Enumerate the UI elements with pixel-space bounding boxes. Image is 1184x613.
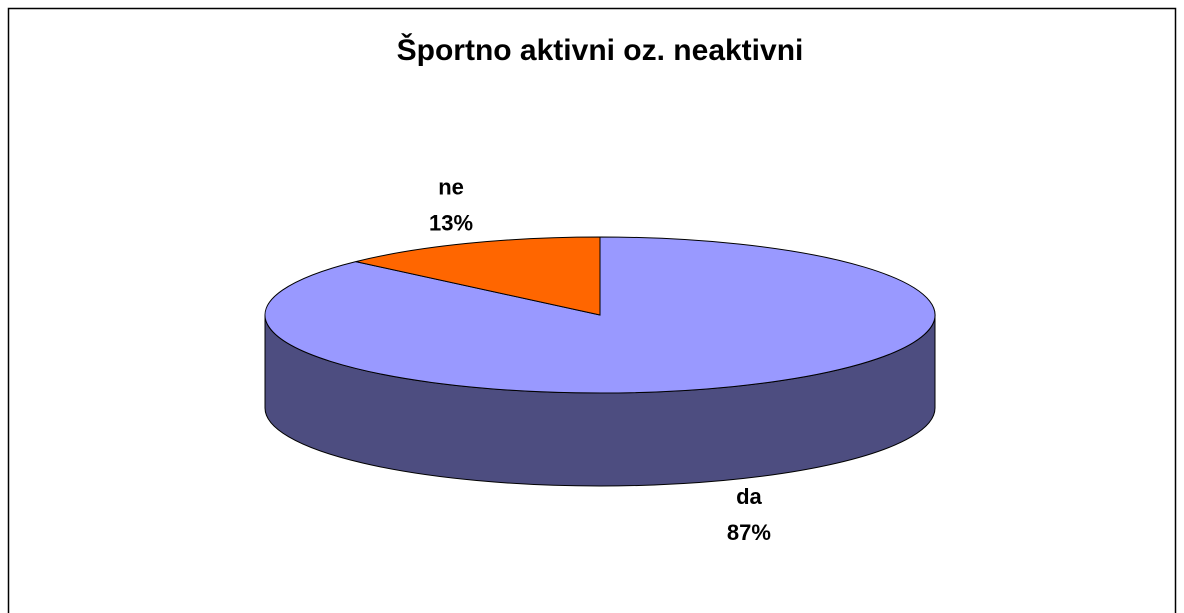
- chart-title: Športno aktivni oz. neaktivni: [397, 33, 804, 67]
- pie-slice: [355, 236, 601, 316]
- data-label-value: 87%: [727, 520, 771, 545]
- data-label-name: ne: [438, 175, 464, 200]
- data-label-name: da: [736, 484, 762, 509]
- data-label-value: 13%: [429, 211, 473, 236]
